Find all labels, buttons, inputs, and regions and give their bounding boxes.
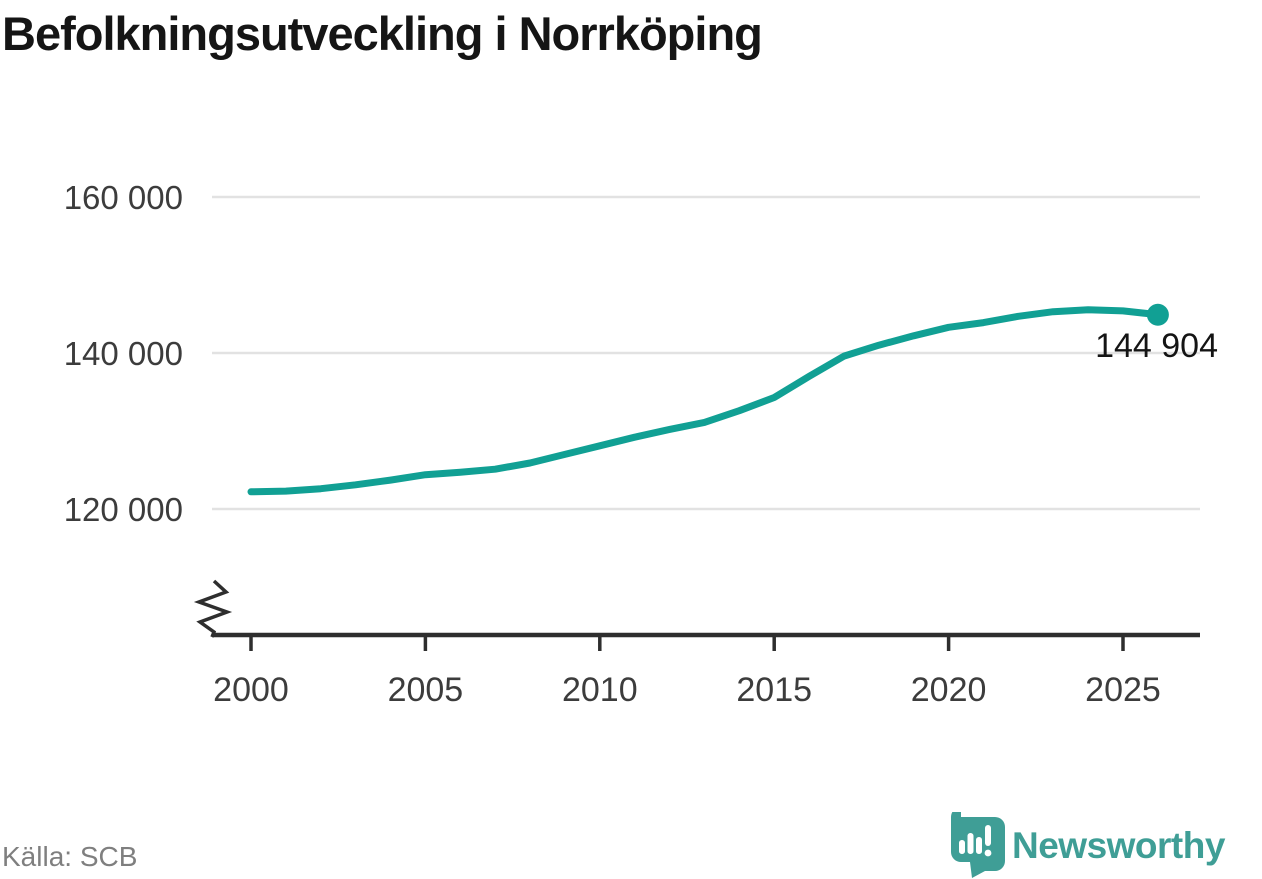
last-value-label: 144 904: [1095, 327, 1218, 365]
x-axis-label: 2000: [213, 671, 289, 709]
x-axis-label: 2020: [911, 671, 987, 709]
axis-break-squiggle: [193, 579, 233, 638]
chart-title: Befolkningsutveckling i Norrköping: [2, 7, 763, 60]
newsworthy-logo: Newsworthy: [948, 812, 1260, 878]
source-note: Källa: SCB: [2, 841, 138, 872]
x-axis-label: 2015: [736, 671, 812, 709]
gridlines: [212, 195, 1200, 511]
brand-wordmark: Newsworthy: [1012, 825, 1225, 866]
y-axis-label: 140 000: [64, 335, 183, 372]
x-axis-label: 2025: [1085, 671, 1161, 709]
x-axis: 2000 2005 2010 2015 2020 2025: [212, 632, 1200, 709]
x-axis-label: 2010: [562, 671, 638, 709]
newsworthy-speech-bubble-icon: [951, 812, 1005, 878]
population-line: [247, 306, 1162, 496]
line-series: [247, 303, 1169, 496]
y-axis-label: 160 000: [64, 179, 183, 216]
x-axis-label: 2005: [388, 671, 464, 709]
last-point-dot: [1146, 303, 1169, 326]
y-axis-labels: 160 000 140 000 120 000: [64, 179, 183, 528]
y-axis-label: 120 000: [64, 491, 183, 528]
